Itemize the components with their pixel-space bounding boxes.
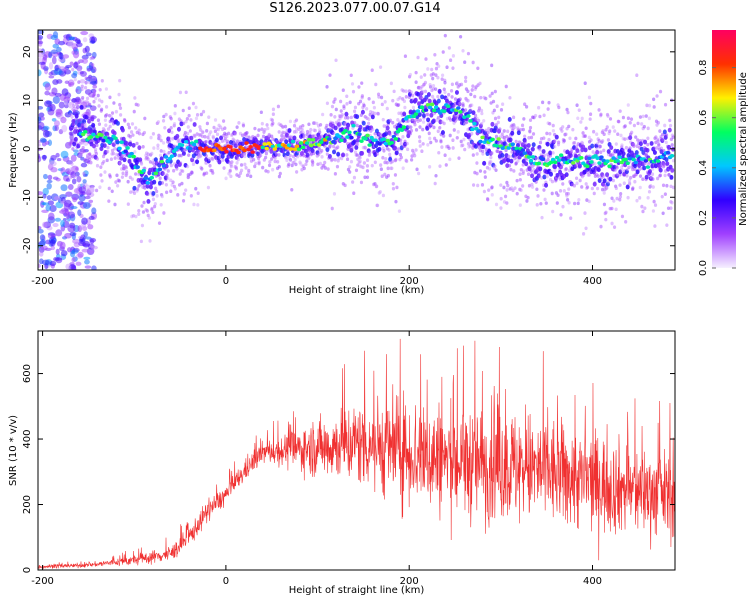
- spectrogram-panel: -200 0 200 400 -20 -10 0 10 20 Height of straight…: [8, 29, 676, 296]
- x-axis-label: Height of straight line (km): [289, 585, 425, 596]
- x-tick-label: 0: [223, 276, 229, 287]
- y-tick-label: 20: [22, 45, 33, 58]
- y-axis-label: Frequency (Hz): [8, 112, 19, 188]
- colorbar-gradient: [712, 30, 736, 268]
- colorbar-tick-label: 0.6: [698, 110, 709, 126]
- x-tick-label: -200: [31, 576, 54, 587]
- y-axis-label: SNR (10 * v/v): [8, 415, 19, 486]
- x-tick-label: -200: [31, 276, 54, 287]
- y-tick-label: 600: [22, 364, 33, 383]
- y-tick-label: -20: [22, 238, 33, 254]
- colorbar-tick-label: 0.8: [698, 60, 709, 76]
- x-axis-label: Height of straight line (km): [289, 285, 425, 296]
- colorbar-tick-label: 0.0: [698, 260, 709, 276]
- x-tick-label: 200: [400, 576, 419, 587]
- colorbar-tick-label: 0.4: [698, 160, 709, 176]
- y-tick-label: 0: [22, 146, 33, 152]
- snr-series-line: [38, 338, 675, 570]
- colorbar-tick-label: 0.2: [698, 210, 709, 226]
- y-tick-label: 400: [22, 429, 33, 448]
- y-tick-label: 200: [22, 495, 33, 514]
- spectrogram-marks: [38, 30, 675, 270]
- y-tick-label: 0: [22, 567, 33, 573]
- colorbar-label: Normalized spectral amplitude: [738, 72, 749, 226]
- y-tick-label: 10: [22, 94, 33, 107]
- x-tick-label: 400: [583, 276, 602, 287]
- x-tick-label: 200: [400, 276, 419, 287]
- x-tick-label: 400: [583, 576, 602, 587]
- colorbar: 0.0 0.2 0.4 0.6 0.8 Normalized spectral ampli…: [698, 30, 749, 276]
- spectrogram-frame: [37, 29, 676, 271]
- snr-panel: -200 0 200 400 0 200 400 600 Height of straight …: [8, 330, 676, 596]
- y-tick-label: -10: [22, 189, 33, 205]
- snr-frame: [37, 330, 676, 571]
- figure-title: S126.2023.077.00.07.G14: [269, 1, 441, 16]
- x-tick-label: 0: [223, 576, 229, 587]
